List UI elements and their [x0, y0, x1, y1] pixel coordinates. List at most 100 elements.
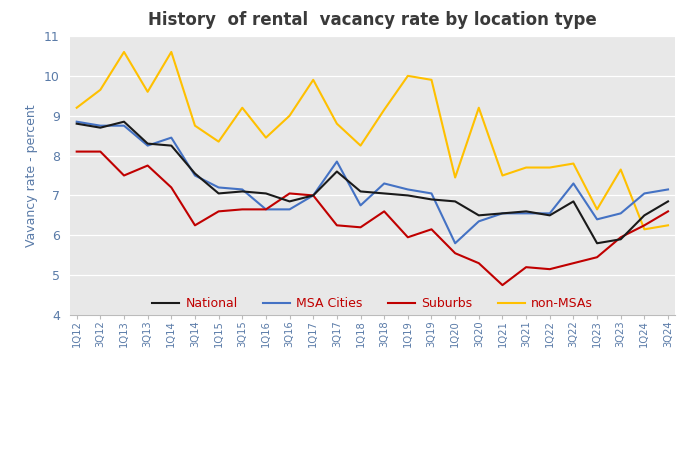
- non-MSAs: [427, 77, 436, 82]
- Suburbs: [404, 234, 412, 240]
- National: [96, 125, 104, 130]
- Line: National: National: [77, 122, 668, 243]
- MSA Cities: [143, 143, 152, 148]
- Suburbs: [593, 255, 601, 260]
- non-MSAs: [309, 77, 317, 82]
- MSA Cities: [522, 211, 530, 216]
- non-MSAs: [498, 173, 507, 178]
- non-MSAs: [546, 165, 554, 170]
- MSA Cities: [356, 202, 365, 208]
- Suburbs: [96, 149, 104, 154]
- Suburbs: [451, 251, 459, 256]
- Suburbs: [356, 225, 365, 230]
- Line: MSA Cities: MSA Cities: [77, 122, 668, 243]
- non-MSAs: [451, 175, 459, 180]
- Suburbs: [546, 266, 554, 272]
- National: [167, 143, 175, 148]
- National: [333, 169, 341, 174]
- non-MSAs: [120, 49, 128, 54]
- MSA Cities: [404, 187, 412, 192]
- non-MSAs: [191, 123, 199, 128]
- National: [475, 213, 483, 218]
- non-MSAs: [214, 139, 223, 144]
- non-MSAs: [617, 167, 625, 172]
- MSA Cities: [120, 123, 128, 128]
- MSA Cities: [96, 123, 104, 128]
- Suburbs: [285, 191, 294, 196]
- Suburbs: [120, 173, 128, 178]
- non-MSAs: [593, 207, 601, 212]
- Suburbs: [427, 227, 436, 232]
- non-MSAs: [522, 165, 530, 170]
- National: [664, 199, 672, 204]
- Line: non-MSAs: non-MSAs: [77, 52, 668, 230]
- Suburbs: [522, 265, 530, 270]
- Suburbs: [72, 149, 81, 154]
- National: [191, 171, 199, 176]
- Suburbs: [143, 163, 152, 168]
- non-MSAs: [143, 89, 152, 94]
- National: [569, 199, 578, 204]
- Suburbs: [214, 209, 223, 214]
- Suburbs: [191, 223, 199, 228]
- non-MSAs: [72, 105, 81, 110]
- National: [380, 191, 388, 196]
- Suburbs: [664, 209, 672, 214]
- MSA Cities: [593, 216, 601, 222]
- MSA Cities: [309, 193, 317, 198]
- MSA Cities: [498, 211, 507, 216]
- MSA Cities: [640, 191, 649, 196]
- National: [309, 193, 317, 198]
- Suburbs: [309, 193, 317, 198]
- non-MSAs: [167, 49, 175, 54]
- Suburbs: [380, 209, 388, 214]
- MSA Cities: [191, 173, 199, 178]
- non-MSAs: [664, 223, 672, 228]
- MSA Cities: [451, 241, 459, 246]
- Line: Suburbs: Suburbs: [77, 152, 668, 285]
- Title: History  of rental  vacancy rate by location type: History of rental vacancy rate by locati…: [148, 11, 596, 29]
- Legend: National, MSA Cities, Suburbs, non-MSAs: National, MSA Cities, Suburbs, non-MSAs: [152, 297, 593, 310]
- MSA Cities: [262, 207, 270, 212]
- National: [356, 189, 365, 194]
- National: [593, 241, 601, 246]
- National: [262, 191, 270, 196]
- Suburbs: [333, 223, 341, 228]
- Suburbs: [475, 261, 483, 266]
- National: [640, 213, 649, 218]
- Suburbs: [238, 207, 246, 212]
- non-MSAs: [380, 107, 388, 112]
- Suburbs: [617, 234, 625, 240]
- non-MSAs: [238, 105, 246, 110]
- National: [546, 213, 554, 218]
- non-MSAs: [333, 121, 341, 126]
- Suburbs: [498, 283, 507, 288]
- non-MSAs: [640, 227, 649, 232]
- Suburbs: [569, 261, 578, 266]
- National: [404, 193, 412, 198]
- MSA Cities: [72, 119, 81, 124]
- MSA Cities: [569, 181, 578, 186]
- Y-axis label: Vavancy rate - percent: Vavancy rate - percent: [26, 104, 38, 247]
- National: [617, 237, 625, 242]
- National: [285, 199, 294, 204]
- non-MSAs: [404, 73, 412, 79]
- non-MSAs: [96, 87, 104, 93]
- National: [120, 119, 128, 124]
- non-MSAs: [569, 161, 578, 166]
- MSA Cities: [475, 219, 483, 224]
- Suburbs: [167, 185, 175, 190]
- non-MSAs: [475, 105, 483, 110]
- National: [451, 199, 459, 204]
- National: [72, 121, 81, 126]
- MSA Cities: [167, 135, 175, 140]
- MSA Cities: [617, 211, 625, 216]
- MSA Cities: [333, 159, 341, 164]
- non-MSAs: [262, 135, 270, 140]
- MSA Cities: [380, 181, 388, 186]
- National: [427, 197, 436, 202]
- National: [522, 209, 530, 214]
- National: [214, 191, 223, 196]
- non-MSAs: [285, 113, 294, 118]
- Suburbs: [262, 207, 270, 212]
